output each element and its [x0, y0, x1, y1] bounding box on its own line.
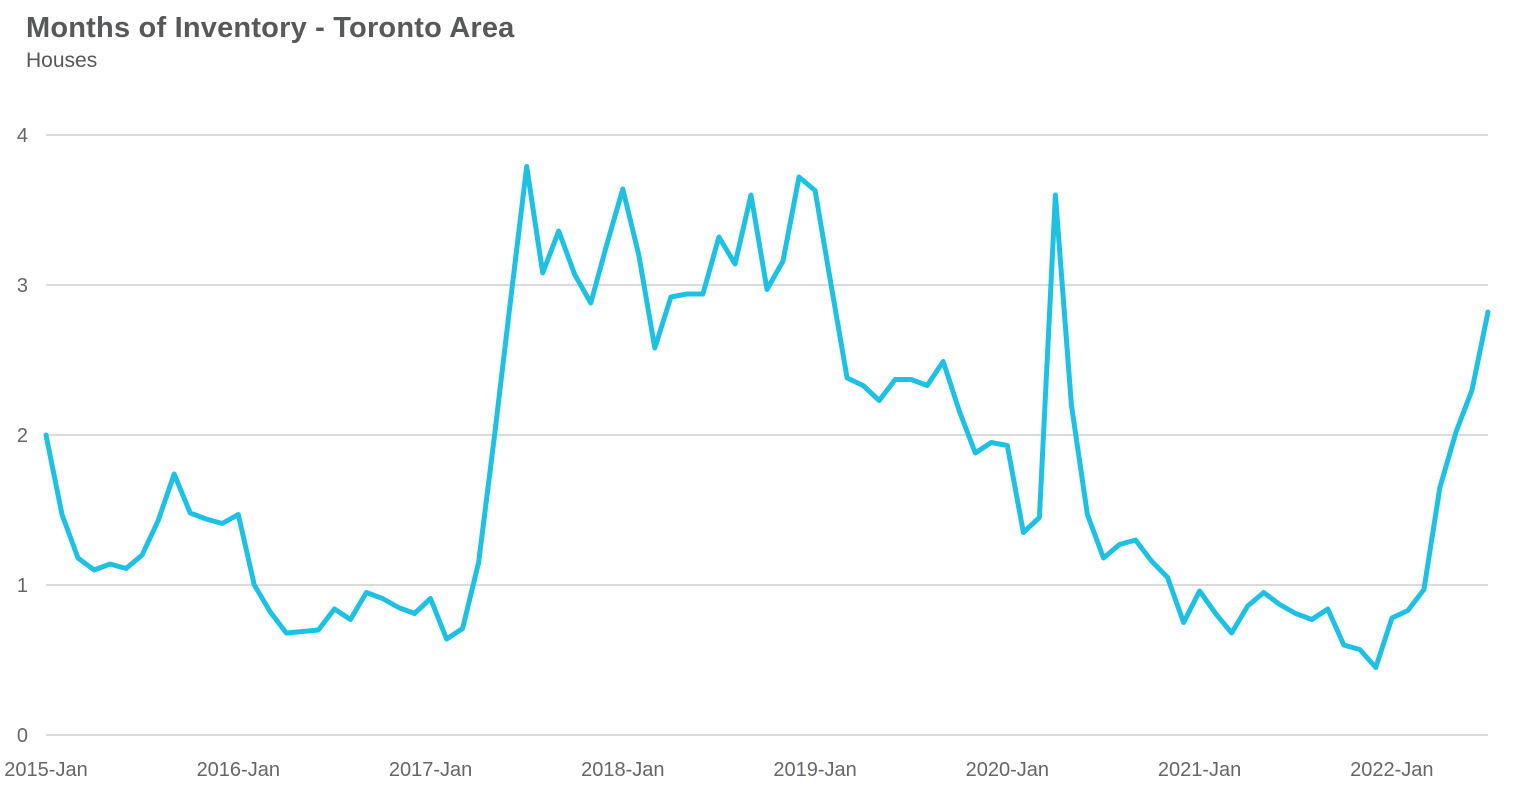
x-axis-tick-label-2017-Jan: 2017-Jan	[389, 759, 472, 781]
series-line	[43, 164, 1491, 670]
x-axis-tick-label-2022-Jan: 2022-Jan	[1350, 759, 1433, 781]
x-axis-tick-label-2018-Jan: 2018-Jan	[581, 759, 664, 781]
x-axis-tick-label-2019-Jan: 2019-Jan	[773, 759, 856, 781]
x-axis-tick-label-2015-Jan: 2015-Jan	[4, 759, 87, 781]
y-axis-tick-label-1: 1	[17, 575, 28, 597]
y-axis-tick-label-2: 2	[17, 425, 28, 447]
chart-subtitle: Houses	[26, 49, 98, 72]
chart-title: Months of Inventory - Toronto Area	[26, 12, 515, 44]
y-axis-tick-label-4: 4	[17, 125, 28, 147]
x-axis-tick-label-2021-Jan: 2021-Jan	[1158, 759, 1241, 781]
x-axis-tick-label-2020-Jan: 2020-Jan	[966, 759, 1049, 781]
chart-header: Months of Inventory - Toronto Area House…	[26, 12, 515, 73]
x-axis-tick-label-2016-Jan: 2016-Jan	[197, 759, 280, 781]
y-axis-tick-label-3: 3	[17, 275, 28, 297]
y-axis-tick-label-0: 0	[17, 725, 28, 747]
